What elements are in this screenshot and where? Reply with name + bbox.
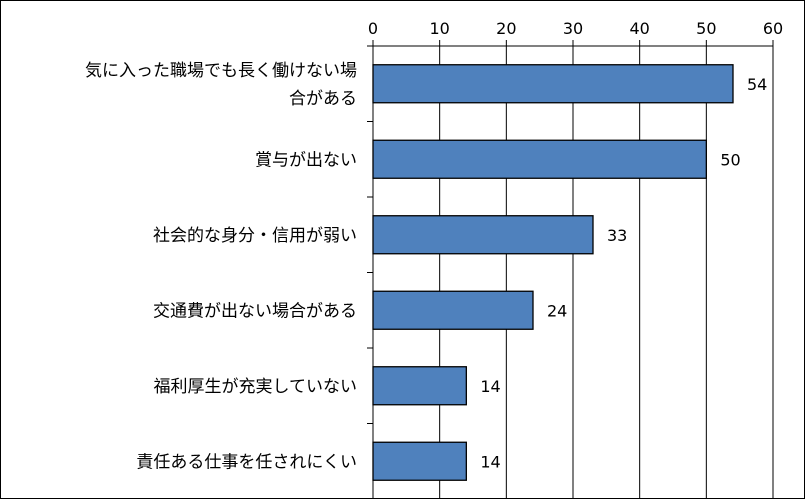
bar-2	[372, 215, 594, 255]
category-label: 社会的な身分・信用が弱い	[153, 226, 357, 246]
x-tick-label: 0	[368, 19, 378, 38]
category-axis	[367, 45, 374, 498]
x-tick-label: 10	[429, 19, 449, 38]
x-tick-label: 60	[763, 19, 783, 38]
x-tick-label: 20	[496, 19, 516, 38]
category-label: 交通費が出ない場合がある	[153, 301, 357, 321]
x-tick-label: 40	[629, 19, 649, 38]
bar-4	[372, 366, 467, 406]
x-axis-ticks: 0 10 20 30 40 50 60	[368, 19, 783, 47]
data-label: 14	[480, 377, 500, 396]
bar-5	[372, 441, 467, 481]
x-tick-label: 30	[563, 19, 583, 38]
category-label: 福利厚生が充実していない	[154, 377, 358, 397]
bar-3	[372, 290, 534, 330]
data-label: 24	[547, 301, 567, 320]
data-label: 54	[747, 75, 767, 94]
x-tick-label: 50	[696, 19, 716, 38]
category-label: 合がある	[289, 89, 357, 109]
data-label: 14	[480, 452, 500, 471]
bar-0	[372, 64, 734, 104]
category-labels: 気に入った職場でも長く働けない場合がある賞与が出ない社会的な身分・信用が弱い交通…	[85, 61, 357, 473]
category-label: 責任ある仕事を任されにくい	[136, 452, 357, 472]
bar-1	[372, 139, 707, 179]
data-label: 50	[720, 150, 740, 169]
bars	[372, 64, 734, 481]
data-label: 33	[607, 226, 627, 245]
category-label: 賞与が出ない	[255, 150, 357, 170]
data-labels: 54 50 33 24 14 14	[480, 75, 767, 472]
category-label: 気に入った職場でも長く働けない場	[85, 61, 357, 81]
gridlines	[439, 46, 774, 498]
